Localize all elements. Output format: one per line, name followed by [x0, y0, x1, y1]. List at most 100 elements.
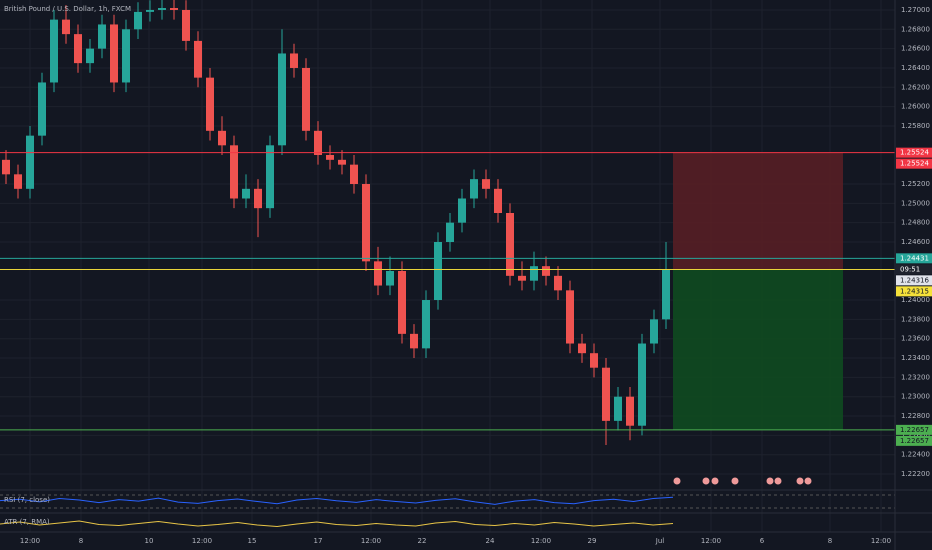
- y-tick-label: 1.23000: [901, 393, 930, 401]
- price-badge: [896, 435, 932, 446]
- y-tick-label: 1.22400: [901, 451, 930, 459]
- candle-body: [602, 367, 610, 421]
- candle-body: [146, 9, 154, 12]
- y-tick-label: 1.26600: [901, 45, 930, 53]
- price-badge: [896, 286, 932, 297]
- candle-body: [410, 333, 418, 349]
- indicators: [0, 496, 674, 528]
- candle-body: [98, 24, 106, 49]
- candle-body: [122, 29, 130, 83]
- candle-body: [86, 48, 94, 64]
- candle-body: [206, 77, 214, 131]
- atr-label: ATR (7, RMA): [4, 518, 50, 526]
- price-badge-label: 1.24316: [900, 276, 929, 284]
- candle-body: [398, 271, 406, 334]
- y-tick-label: 1.25000: [901, 199, 930, 207]
- candle-body: [482, 179, 490, 189]
- event-icon[interactable]: [803, 476, 813, 486]
- candle-body: [458, 198, 466, 223]
- event-icon[interactable]: [710, 476, 720, 486]
- y-tick-label: 1.23400: [901, 354, 930, 362]
- stop-zone: [673, 152, 843, 270]
- price-badge: [896, 147, 932, 158]
- x-tick-label: 12:00: [531, 537, 551, 545]
- price-badge-label: 1.25524: [900, 149, 929, 157]
- price-badge-label: 1.25524: [900, 160, 929, 168]
- y-tick-label: 1.26400: [901, 64, 930, 72]
- x-tick-label: 29: [588, 537, 597, 545]
- candle-body: [302, 67, 310, 131]
- event-icon[interactable]: [730, 476, 740, 486]
- candle-body: [326, 154, 334, 160]
- price-badge-label: 1.22657: [900, 426, 929, 434]
- x-tick-label: 10: [145, 537, 154, 545]
- y-tick-label: 1.26200: [901, 83, 930, 91]
- target-zone: [673, 269, 843, 430]
- event-icon[interactable]: [672, 476, 682, 486]
- candle-body: [374, 261, 382, 286]
- candle-body: [74, 34, 82, 64]
- price-badge-label: 1.22657: [900, 437, 929, 445]
- x-tick-label: 12:00: [361, 537, 381, 545]
- y-tick-label: 1.22200: [901, 470, 930, 478]
- candle-body: [14, 174, 22, 189]
- position-tool[interactable]: [673, 152, 843, 430]
- candle-body: [158, 8, 166, 10]
- candle-body: [506, 212, 514, 276]
- candle-body: [494, 188, 502, 213]
- axes: 1.22200 1.22400 1.22600 1.22800 1.23000 1.232…: [20, 6, 932, 545]
- event-icon[interactable]: [765, 476, 775, 486]
- candle-body: [518, 275, 526, 281]
- candle-body: [542, 266, 550, 276]
- candle-body: [566, 290, 574, 344]
- candle-body: [530, 266, 538, 281]
- candle-body: [278, 53, 286, 146]
- candle-body: [362, 183, 370, 262]
- candle-body: [50, 19, 58, 83]
- y-tick-label: 1.26800: [901, 25, 930, 33]
- candle-body: [230, 145, 238, 199]
- x-tick-label: 17: [314, 537, 323, 545]
- candle-body: [110, 24, 118, 83]
- candle-body: [266, 145, 274, 209]
- chart-title: British Pound / U.S. Dollar, 1h, FXCM: [4, 5, 131, 13]
- y-tick-label: 1.23200: [901, 373, 930, 381]
- candle-body: [218, 130, 226, 146]
- candle-body: [38, 82, 46, 136]
- price-badge-label: 1.24315: [900, 287, 929, 295]
- candle-body: [662, 269, 670, 320]
- price-badge-label: 1.24431: [900, 254, 929, 262]
- x-tick-label: 12:00: [192, 537, 212, 545]
- candle-body: [254, 188, 262, 209]
- candles: [2, 0, 670, 446]
- y-tick-label: 1.22800: [901, 412, 930, 420]
- candle-body: [194, 40, 202, 78]
- y-tick-label: 1.22600: [901, 431, 930, 439]
- event-icon[interactable]: [773, 476, 783, 486]
- candle-body: [422, 300, 430, 349]
- rsi-line: [0, 496, 674, 505]
- y-tick-label: 1.24800: [901, 219, 930, 227]
- y-tick-label: 1.23600: [901, 335, 930, 343]
- candle-body: [434, 242, 442, 301]
- x-tick-label: Jul: [655, 537, 665, 545]
- x-tick-label: 8: [828, 537, 832, 545]
- y-tick-label: 1.27000: [901, 6, 930, 14]
- y-tick-label: 1.26000: [901, 103, 930, 111]
- x-tick-label: 22: [418, 537, 427, 545]
- event-icons: [672, 476, 813, 486]
- price-badge: [896, 158, 932, 169]
- candle-body: [626, 396, 634, 426]
- candle-body: [62, 19, 70, 35]
- event-icon[interactable]: [701, 476, 711, 486]
- y-tick-label: 1.24600: [901, 238, 930, 246]
- event-icon[interactable]: [795, 476, 805, 486]
- candle-body: [578, 343, 586, 354]
- x-tick-label: 12:00: [701, 537, 721, 545]
- candle-body: [2, 159, 10, 175]
- y-tick-label: 1.24000: [901, 296, 930, 304]
- candle-body: [590, 353, 598, 368]
- candle-body: [170, 8, 178, 10]
- x-tick-label: 6: [760, 537, 765, 545]
- price-badge: [896, 275, 932, 286]
